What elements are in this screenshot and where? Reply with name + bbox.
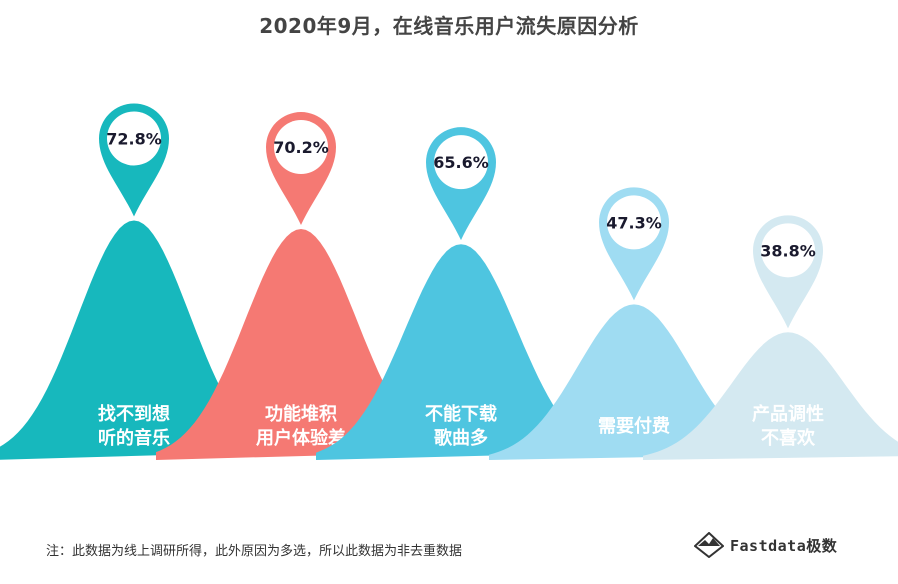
category-label: 听的音乐 [98,427,170,449]
pin-inner-circle [107,111,161,166]
pin-inner-circle [434,135,488,190]
value-label: 47.3% [606,213,662,232]
category-label: 需要付费 [598,415,670,437]
value-label: 72.8% [106,129,162,148]
value-label: 65.6% [433,153,489,172]
category-label: 不喜欢 [761,428,816,449]
value-label: 38.8% [760,241,816,260]
brand-logo: Fastdata极数 [694,532,837,558]
bell-1 [0,220,279,460]
bell-5 [643,332,898,460]
chart-title: 2020年9月，在线音乐用户流失原因分析 [259,14,639,38]
category-label: 找不到想 [98,403,170,425]
footnote: 注：此数据为线上调研所得，此外原因为多选，所以此数据为非去重数据 [46,544,463,559]
category-label: 产品调性 [752,403,824,425]
bell-3 [316,244,606,460]
value-label: 70.2% [273,138,329,157]
pin-inner-circle [607,195,661,250]
location-pins: 72.8% 70.2% 65.6% 47.3% 38.8% [99,103,823,329]
category-label: 歌曲多 [434,427,488,449]
pin-inner-circle [761,223,815,278]
mountain-logo-icon [694,532,724,558]
category-label: 用户体验差 [256,427,346,449]
category-label: 不能下载 [425,403,497,425]
category-label: 功能堆积 [265,403,337,425]
pin-inner-circle [274,120,328,175]
brand-name: Fastdata极数 [730,536,838,555]
